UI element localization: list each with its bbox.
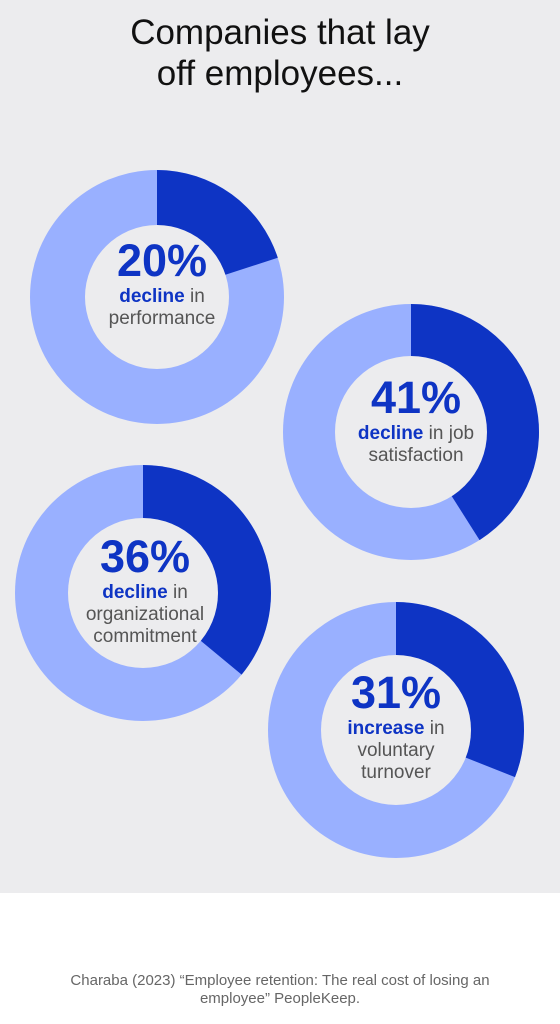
desc-part: voluntary: [357, 740, 435, 761]
donut-hole: [335, 356, 487, 508]
source-line-2: employee” PeopleKeep.: [199, 990, 361, 1007]
desc-part: commitment: [93, 626, 197, 647]
chart-title: Companies that lay off employees...: [0, 12, 560, 94]
donut-voluntary-turnover: [268, 602, 524, 858]
desc-part: in: [184, 286, 205, 307]
description: decline in performance: [77, 286, 247, 330]
donut-performance: [30, 170, 284, 424]
desc-part: in: [167, 582, 188, 603]
keyword: increase: [347, 718, 425, 739]
donut-hole: [85, 225, 229, 369]
desc-part: in job: [423, 423, 475, 444]
donut-job-satisfaction: [283, 304, 539, 560]
desc-part: organizational: [85, 604, 205, 625]
donut-hole: [321, 655, 471, 805]
source-line-1: Charaba (2023) “Employee retention: The …: [70, 972, 490, 989]
desc-part: turnover: [361, 762, 431, 783]
desc-part: satisfaction: [368, 445, 464, 466]
percent-value: 36%: [99, 531, 191, 582]
donut-label-organizational-commitment: 36% decline in organizational commitment: [60, 532, 230, 648]
description: decline in organizational commitment: [60, 582, 230, 648]
donut-label-voluntary-turnover: 31% increase in voluntary turnover: [311, 668, 481, 784]
title-line-2: off employees...: [156, 54, 404, 93]
keyword: decline: [102, 582, 168, 603]
donut-charts: [15, 170, 539, 858]
title-line-1: Companies that lay: [130, 13, 430, 52]
description: decline in job satisfaction: [331, 423, 501, 467]
percent-value: 31%: [350, 667, 442, 718]
keyword: decline: [119, 286, 185, 307]
keyword: decline: [357, 423, 424, 444]
donut-label-performance: 20% decline in performance: [77, 236, 247, 330]
source-citation: Charaba (2023) “Employee retention: The …: [0, 972, 560, 1008]
percent-value: 41%: [370, 372, 462, 423]
percent-value: 20%: [116, 235, 208, 286]
desc-part: in: [424, 718, 445, 739]
donut-hole: [68, 518, 218, 668]
donut-organizational-commitment: [15, 465, 271, 721]
donut-label-job-satisfaction: 41% decline in job satisfaction: [331, 373, 501, 467]
description: increase in voluntary turnover: [311, 718, 481, 784]
desc-part: performance: [108, 308, 216, 329]
